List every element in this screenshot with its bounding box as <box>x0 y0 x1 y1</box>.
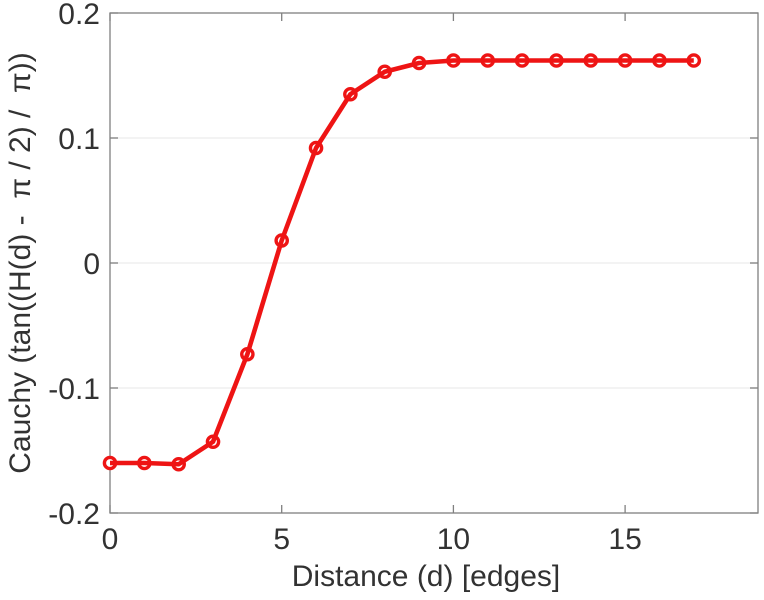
data-series <box>102 53 702 472</box>
x-tick-label: 5 <box>273 523 290 556</box>
y-tick-label: 0.1 <box>58 123 100 156</box>
y-tick-label: 0 <box>83 248 100 281</box>
tick-labels: 0 5 10 15 -0.2 -0.1 0 0.1 0.2 <box>48 0 641 556</box>
y-tick-label: -0.2 <box>48 498 100 531</box>
data-line <box>110 58 694 467</box>
y-tick-label: 0.2 <box>58 0 100 31</box>
axis-ticks <box>109 12 758 514</box>
x-axis-label: Distance (d) [edges] <box>292 560 560 593</box>
x-tick-label: 0 <box>102 523 119 556</box>
x-tick-label: 15 <box>608 523 641 556</box>
y-tick-label: -0.1 <box>48 373 100 406</box>
x-tick-label: 10 <box>437 523 470 556</box>
y-axis-label: Cauchy (tan((H(d) - π / 2) / π)) <box>4 52 37 473</box>
gridlines <box>110 137 758 389</box>
